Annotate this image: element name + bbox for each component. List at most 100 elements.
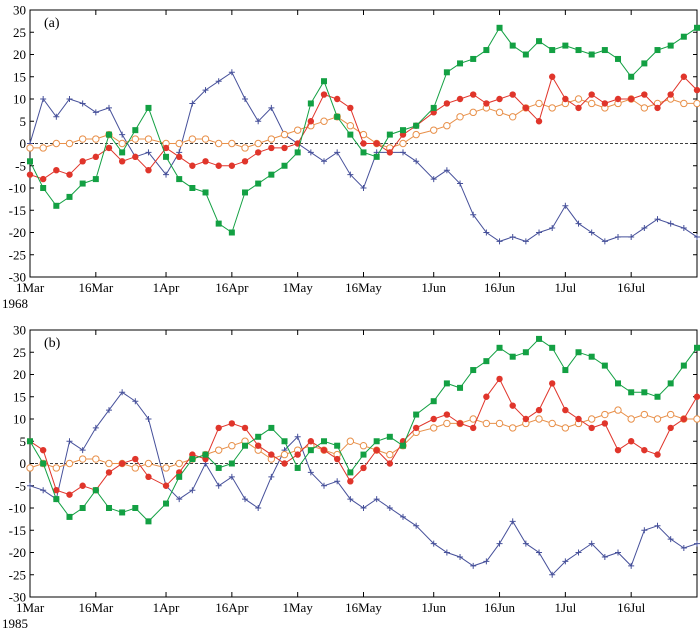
data-point [228, 473, 235, 480]
data-point [242, 496, 249, 503]
data-point [399, 149, 406, 156]
data-point [214, 139, 223, 148]
data-point [53, 202, 60, 209]
data-point [346, 122, 355, 130]
data-point [79, 447, 86, 454]
data-point [536, 229, 543, 236]
data-point [145, 104, 152, 111]
data-point [536, 38, 543, 45]
data-point [522, 540, 529, 547]
data-point [509, 233, 516, 240]
data-point [242, 442, 249, 449]
y-tick-label: 25 [13, 345, 26, 360]
data-point [255, 180, 262, 187]
y-tick-label: -25 [9, 247, 26, 262]
data-point [587, 99, 596, 108]
series-green-squares [27, 24, 700, 236]
data-point [40, 460, 47, 467]
data-point [614, 406, 622, 414]
data-point [163, 153, 170, 160]
data-point [281, 460, 288, 467]
data-point [430, 415, 437, 423]
x-tick-label: 16May [345, 600, 382, 615]
x-tick-label: 16Apr [215, 600, 249, 615]
data-point [654, 522, 661, 529]
data-point [430, 176, 437, 183]
data-point [495, 108, 504, 117]
data-point [66, 171, 73, 178]
data-point [215, 482, 222, 489]
data-point [373, 140, 380, 147]
data-point [413, 122, 420, 129]
data-point [456, 95, 464, 103]
data-point [132, 398, 139, 405]
data-point [189, 162, 196, 169]
data-point [202, 451, 209, 458]
data-point [562, 42, 569, 49]
data-point [333, 455, 341, 463]
y-tick-label: 15 [13, 69, 26, 84]
data-point [294, 433, 301, 440]
data-point [241, 158, 249, 165]
data-point [334, 442, 341, 449]
data-point [373, 496, 380, 503]
data-point [294, 149, 301, 156]
data-point [628, 562, 635, 569]
data-point [575, 47, 582, 54]
data-point [588, 353, 595, 360]
data-point [105, 407, 112, 414]
data-point [561, 424, 570, 432]
data-point [693, 99, 700, 108]
data-point [430, 424, 438, 432]
data-point [347, 469, 354, 476]
data-point [588, 91, 595, 98]
data-point [145, 149, 152, 156]
data-point [215, 78, 222, 85]
data-point [201, 135, 210, 143]
data-point [562, 367, 569, 374]
data-point [254, 442, 262, 449]
data-point [79, 100, 86, 107]
data-point [536, 549, 543, 556]
data-point [373, 438, 380, 445]
data-point [131, 135, 140, 143]
data-point [27, 438, 33, 445]
data-point [522, 349, 529, 356]
data-point [52, 464, 61, 472]
data-point [548, 104, 556, 112]
data-point [255, 118, 262, 125]
y-tick-label: 30 [13, 323, 26, 338]
data-point [281, 144, 288, 152]
data-point [145, 518, 152, 525]
data-point [92, 109, 99, 116]
data-point [386, 505, 393, 511]
x-tick-label: 1Mar [16, 280, 45, 295]
data-point [654, 104, 661, 112]
data-point [307, 100, 314, 107]
data-point [228, 460, 235, 467]
data-point [268, 451, 275, 458]
data-point [508, 113, 517, 121]
data-point [443, 419, 451, 428]
data-point [347, 171, 354, 178]
data-point [105, 131, 112, 138]
data-point [307, 149, 314, 156]
data-point [280, 450, 289, 459]
data-point [39, 446, 47, 454]
data-point [483, 47, 490, 54]
data-point [189, 487, 196, 494]
data-point [346, 437, 355, 445]
data-point [118, 139, 126, 148]
series-red-circles [26, 375, 700, 498]
data-point [536, 335, 543, 342]
series-line-red-circles [29, 75, 698, 180]
data-point [443, 122, 451, 130]
data-point [188, 135, 197, 143]
x-tick-label: 1Mar [16, 600, 45, 615]
data-point [202, 158, 209, 165]
series-line-orange-open-circles [29, 409, 697, 469]
data-point [307, 447, 314, 454]
data-point [443, 167, 450, 174]
data-point [430, 104, 437, 111]
data-point [145, 167, 152, 174]
